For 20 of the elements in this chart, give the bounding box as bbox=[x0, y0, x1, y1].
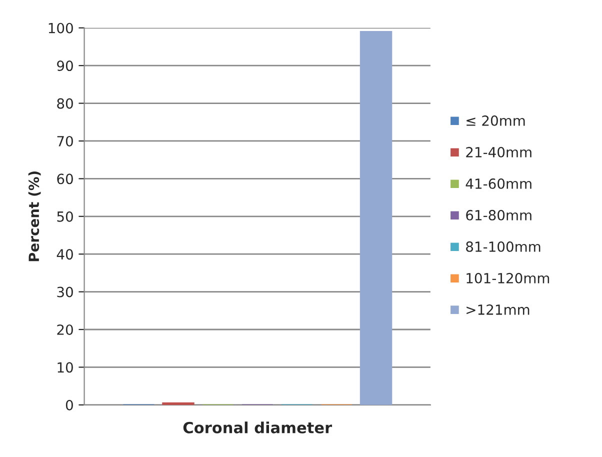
y-axis-title: Percent (%) bbox=[28, 172, 41, 262]
y-tick-label: 70 bbox=[57, 136, 73, 146]
y-tick-label: 40 bbox=[56, 249, 73, 260]
legend-label: >121mm bbox=[466, 304, 530, 315]
legend-label: 81-100mm bbox=[466, 241, 540, 252]
y-tick-label: 30 bbox=[57, 286, 73, 298]
y-tick-label: 50 bbox=[57, 211, 73, 222]
legend-label: 41-60mm bbox=[466, 178, 532, 189]
legend-label: 101-120mm bbox=[466, 272, 550, 284]
y-tick-label: 60 bbox=[57, 174, 73, 184]
x-tick-label: Coronal diameter bbox=[183, 422, 332, 434]
legend-label: 21-40mm bbox=[466, 146, 532, 158]
y-tick-label: 100 bbox=[48, 22, 73, 34]
legend-label: 61-80mm bbox=[466, 210, 532, 220]
y-tick-label: 90 bbox=[57, 60, 73, 72]
y-tick-label: 80 bbox=[57, 98, 73, 109]
y-tick-label: 20 bbox=[57, 324, 73, 335]
y-tick-label: 0 bbox=[66, 400, 73, 410]
legend-label: ≤ 20mm bbox=[466, 115, 525, 126]
y-tick-label: 10 bbox=[58, 362, 73, 373]
